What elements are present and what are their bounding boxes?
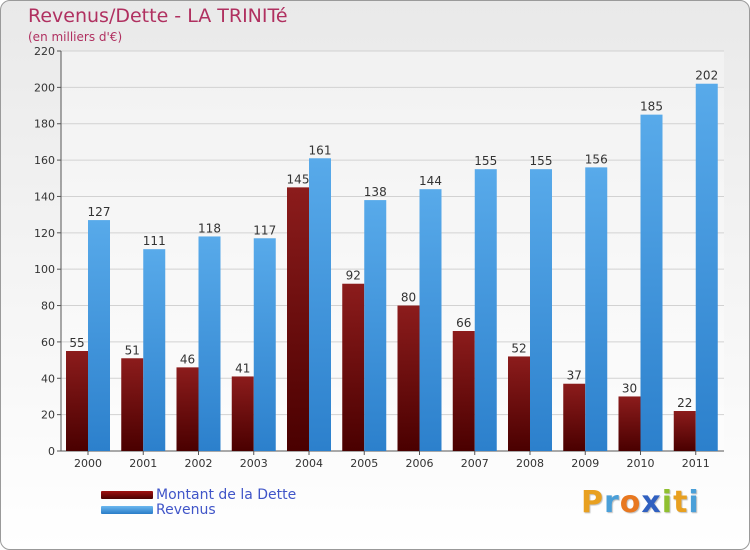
data-label: 92 xyxy=(346,269,361,283)
legend-item-revenus: Revenus xyxy=(101,501,296,518)
data-label: 138 xyxy=(364,185,387,199)
bar-revenus xyxy=(585,167,608,451)
data-label: 118 xyxy=(198,221,221,235)
data-label: 55 xyxy=(69,336,84,350)
legend-item-dette: Montant de la Dette xyxy=(101,486,297,503)
y-tick-label: 160 xyxy=(34,154,55,167)
bar-revenus xyxy=(695,83,718,452)
logo-letter: r xyxy=(604,485,620,520)
legend-label-revenus: Revenus xyxy=(156,501,216,518)
y-tick-label: 40 xyxy=(41,372,55,385)
data-label: 156 xyxy=(585,152,608,166)
y-tick-label: 200 xyxy=(34,81,55,94)
x-tick-label: 2007 xyxy=(461,457,489,470)
bar-dette xyxy=(618,396,641,451)
bar-revenus xyxy=(474,169,497,451)
data-label: 144 xyxy=(419,174,442,188)
data-label: 51 xyxy=(125,343,140,357)
legend-label-dette: Montant de la Dette xyxy=(156,486,297,503)
data-label: 202 xyxy=(695,69,718,83)
logo-letter: i xyxy=(661,485,674,520)
x-tick-label: 2008 xyxy=(516,457,544,470)
data-label: 111 xyxy=(143,234,166,248)
bar-revenus xyxy=(530,169,552,451)
x-tick-label: 2009 xyxy=(571,457,599,470)
chart-subtitle: (en milliers d'€) xyxy=(28,30,123,44)
y-tick-label: 100 xyxy=(34,263,55,276)
bar-revenus xyxy=(640,114,663,452)
data-label: 145 xyxy=(287,172,310,186)
x-tick-label: 2004 xyxy=(295,457,323,470)
x-tick-label: 2002 xyxy=(185,457,213,470)
y-tick-label: 80 xyxy=(41,300,55,313)
y-tick-label: 180 xyxy=(34,118,55,131)
proxiti-logo: Proxiti xyxy=(581,485,700,520)
bar-revenus xyxy=(143,249,166,451)
y-tick-label: 140 xyxy=(34,190,55,203)
legend-swatch-dette xyxy=(101,490,153,499)
data-label: 155 xyxy=(530,154,553,168)
data-label: 46 xyxy=(180,352,195,366)
bar-revenus xyxy=(253,238,276,451)
logo-letter: P xyxy=(581,485,604,520)
y-tick-label: 120 xyxy=(34,227,55,240)
plot-area xyxy=(61,51,724,451)
y-tick-label: 20 xyxy=(41,409,55,422)
y-tick-label: 220 xyxy=(34,45,55,58)
data-label: 30 xyxy=(622,381,637,395)
x-tick-label: 2003 xyxy=(240,457,268,470)
data-label: 117 xyxy=(253,223,276,237)
data-label: 80 xyxy=(401,291,416,305)
x-tick-label: 2011 xyxy=(682,457,710,470)
data-label: 127 xyxy=(88,205,111,219)
x-tick-label: 2006 xyxy=(406,457,434,470)
data-label: 161 xyxy=(309,143,332,157)
bar-dette xyxy=(287,187,309,451)
chart-title: Revenus/Dette - LA TRINITé xyxy=(28,5,288,27)
data-label: 22 xyxy=(677,396,692,410)
data-label: 41 xyxy=(235,361,250,375)
bar-dette xyxy=(176,367,199,451)
bar-dette xyxy=(508,356,530,451)
bar-revenus xyxy=(198,236,221,451)
data-label: 52 xyxy=(511,341,526,355)
bar-dette xyxy=(673,411,696,451)
logo-letter: x xyxy=(641,485,662,520)
logo-letter: o xyxy=(619,485,642,520)
bar-revenus xyxy=(309,158,331,452)
bar-dette xyxy=(397,305,420,451)
bar-dette xyxy=(231,376,254,451)
data-label: 155 xyxy=(474,154,497,168)
bar-revenus xyxy=(419,189,442,451)
bar-revenus xyxy=(364,200,387,451)
logo-letter: t xyxy=(673,485,689,520)
x-tick-label: 2001 xyxy=(129,457,157,470)
y-tick-label: 0 xyxy=(48,445,55,458)
bar-dette xyxy=(66,351,88,451)
data-label: 185 xyxy=(640,100,663,114)
bar-dette xyxy=(452,331,475,451)
y-tick-label: 60 xyxy=(41,336,55,349)
x-tick-label: 2010 xyxy=(627,457,655,470)
x-tick-label: 2005 xyxy=(350,457,378,470)
legend: Montant de la Dette Revenus xyxy=(101,486,297,518)
data-label: 66 xyxy=(456,316,471,330)
bar-dette xyxy=(342,283,365,451)
logo-letter: i xyxy=(688,485,700,520)
data-label: 37 xyxy=(567,369,582,383)
legend-swatch-revenus xyxy=(101,505,153,514)
bar-dette xyxy=(121,358,144,451)
x-tick-label: 2000 xyxy=(74,457,102,470)
bar-revenus xyxy=(88,220,110,451)
bar-dette xyxy=(563,383,586,451)
